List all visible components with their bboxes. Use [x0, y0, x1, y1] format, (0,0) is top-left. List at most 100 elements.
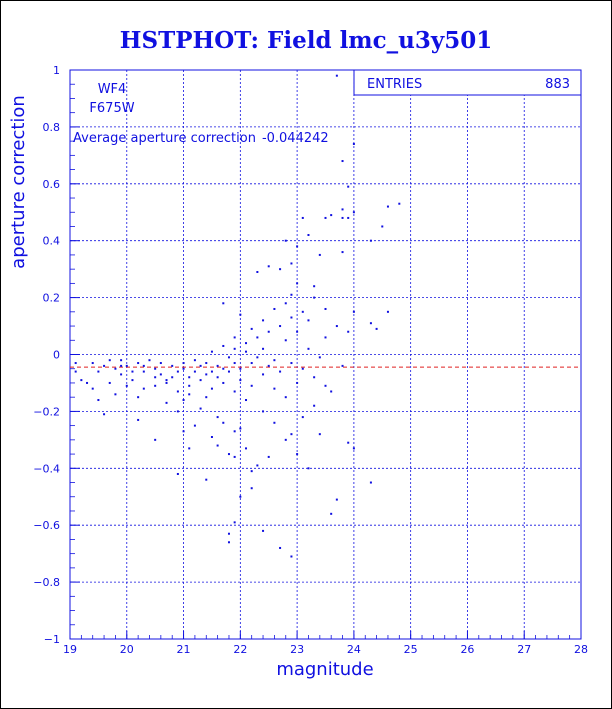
data-point	[375, 327, 378, 330]
data-point	[233, 336, 236, 339]
y-tick-label: 0.4	[43, 235, 61, 248]
data-point	[318, 253, 321, 256]
data-point	[369, 239, 372, 242]
data-point	[142, 364, 145, 367]
x-tick-label: 26	[460, 643, 474, 656]
data-point	[176, 410, 179, 413]
data-point	[324, 216, 327, 219]
data-point	[250, 470, 253, 473]
data-point	[188, 393, 191, 396]
x-tick-label: 27	[517, 643, 531, 656]
data-point	[108, 381, 111, 384]
data-point	[341, 160, 344, 163]
data-point	[301, 310, 304, 313]
data-point	[120, 359, 123, 362]
y-tick-label: 0	[53, 349, 60, 362]
data-point	[239, 379, 242, 382]
data-point	[284, 396, 287, 399]
data-point	[154, 367, 157, 370]
stats-box: ENTRIES 883	[353, 69, 582, 96]
data-point	[245, 350, 248, 353]
data-point	[222, 421, 225, 424]
data-point	[176, 370, 179, 373]
data-point	[250, 487, 253, 490]
data-point	[210, 436, 213, 439]
data-point	[216, 376, 219, 379]
data-point	[279, 546, 282, 549]
data-point	[290, 316, 293, 319]
data-point	[386, 205, 389, 208]
data-point	[296, 330, 299, 333]
data-point	[120, 364, 123, 367]
data-point	[245, 342, 248, 345]
y-tick-label: −0.4	[33, 462, 60, 475]
data-point	[256, 464, 259, 467]
data-point	[262, 529, 265, 532]
data-point	[188, 376, 191, 379]
data-point	[347, 441, 350, 444]
chart-title: HSTPHOT: Field lmc_u3y501	[120, 27, 493, 54]
y-tick-label: −1	[44, 633, 60, 646]
data-point	[330, 214, 333, 217]
data-point	[216, 416, 219, 419]
y-tick-label: 1	[53, 64, 60, 77]
data-point	[273, 307, 276, 310]
data-point	[222, 381, 225, 384]
data-point	[227, 541, 230, 544]
data-point	[324, 384, 327, 387]
data-point	[227, 370, 230, 373]
data-point	[352, 447, 355, 450]
data-point	[74, 370, 77, 373]
data-point	[296, 381, 299, 384]
data-point	[74, 362, 77, 365]
data-point	[347, 216, 350, 219]
data-point	[307, 347, 310, 350]
data-point	[205, 373, 208, 376]
data-point	[171, 364, 174, 367]
average-note-label: Average aperture correction	[73, 131, 256, 146]
stats-entries-value: 883	[545, 77, 570, 92]
data-point	[233, 455, 236, 458]
data-point	[91, 387, 94, 390]
data-point	[227, 453, 230, 456]
x-tick-label: 25	[404, 643, 418, 656]
data-point	[125, 384, 128, 387]
data-point	[256, 356, 259, 359]
data-point	[341, 208, 344, 211]
data-point	[273, 421, 276, 424]
data-point	[335, 325, 338, 328]
grid-lines	[70, 70, 581, 639]
data-point	[114, 367, 117, 370]
data-point	[142, 387, 145, 390]
average-note: Average aperture correction -0.044242	[73, 131, 329, 146]
data-point	[210, 387, 213, 390]
filter-label: F675W	[89, 101, 134, 116]
data-point	[262, 319, 265, 322]
data-point	[245, 399, 248, 402]
x-tick-label: 23	[290, 643, 304, 656]
stats-entries-label: ENTRIES	[367, 77, 422, 92]
data-point	[352, 211, 355, 214]
data-point	[313, 404, 316, 407]
data-point	[182, 367, 185, 370]
data-point	[120, 373, 123, 376]
data-point	[233, 390, 236, 393]
data-point	[137, 362, 140, 365]
data-point	[171, 376, 174, 379]
data-point	[398, 202, 401, 205]
data-point	[176, 390, 179, 393]
data-point	[324, 307, 327, 310]
data-point	[193, 424, 196, 427]
data-point	[273, 359, 276, 362]
x-tick-label: 21	[177, 643, 191, 656]
data-point	[347, 185, 350, 188]
data-point	[284, 302, 287, 305]
data-point	[205, 396, 208, 399]
data-point	[216, 364, 219, 367]
data-point	[250, 327, 253, 330]
data-point	[262, 347, 265, 350]
axis-ticks	[69, 69, 582, 640]
data-point	[369, 322, 372, 325]
y-tick-label: −0.2	[33, 405, 60, 418]
